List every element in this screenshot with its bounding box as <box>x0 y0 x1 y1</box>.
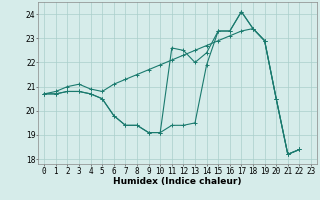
X-axis label: Humidex (Indice chaleur): Humidex (Indice chaleur) <box>113 177 242 186</box>
